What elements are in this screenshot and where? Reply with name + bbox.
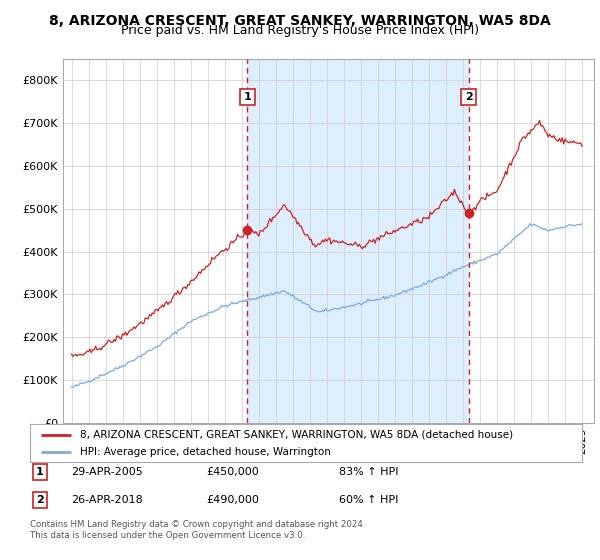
Text: 1: 1	[244, 92, 251, 102]
Text: 83% ↑ HPI: 83% ↑ HPI	[339, 467, 398, 477]
Text: HPI: Average price, detached house, Warrington: HPI: Average price, detached house, Warr…	[80, 447, 331, 458]
Text: 26-APR-2018: 26-APR-2018	[71, 495, 143, 505]
Text: This data is licensed under the Open Government Licence v3.0.: This data is licensed under the Open Gov…	[30, 531, 305, 540]
Text: 8, ARIZONA CRESCENT, GREAT SANKEY, WARRINGTON, WA5 8DA (detached house): 8, ARIZONA CRESCENT, GREAT SANKEY, WARRI…	[80, 430, 513, 440]
Text: 29-APR-2005: 29-APR-2005	[71, 467, 143, 477]
Text: £450,000: £450,000	[206, 467, 259, 477]
Text: 1: 1	[36, 467, 44, 477]
Bar	[247, 59, 469, 423]
Text: 2: 2	[36, 495, 44, 505]
Text: Price paid vs. HM Land Registry's House Price Index (HPI): Price paid vs. HM Land Registry's House …	[121, 24, 479, 37]
Text: 2: 2	[464, 92, 472, 102]
Text: 60% ↑ HPI: 60% ↑ HPI	[339, 495, 398, 505]
Text: 8, ARIZONA CRESCENT, GREAT SANKEY, WARRINGTON, WA5 8DA: 8, ARIZONA CRESCENT, GREAT SANKEY, WARRI…	[49, 14, 551, 28]
Text: Contains HM Land Registry data © Crown copyright and database right 2024.: Contains HM Land Registry data © Crown c…	[30, 520, 365, 529]
Text: £490,000: £490,000	[206, 495, 260, 505]
